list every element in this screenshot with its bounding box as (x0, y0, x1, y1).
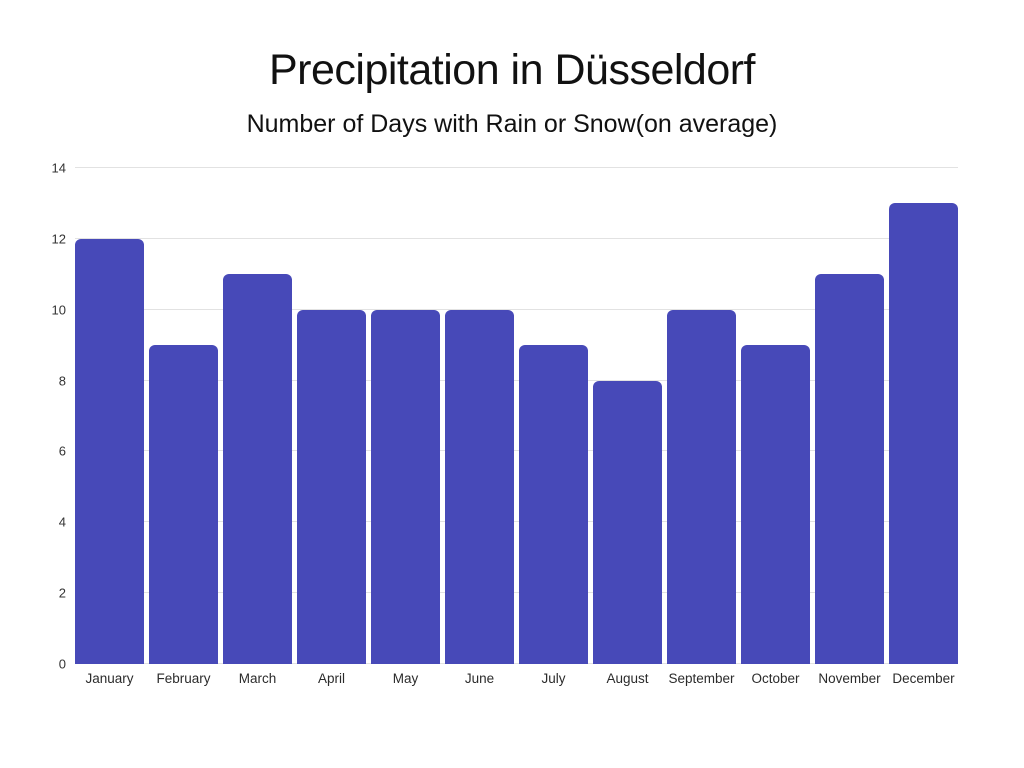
y-tick-label-2: 2 (58, 585, 66, 601)
gridline-4 (75, 521, 958, 523)
y-tick-label-12: 12 (51, 231, 66, 247)
chart-title: Precipitation in Düsseldorf (268, 46, 756, 94)
x-label-october: October (751, 671, 800, 686)
gridline-2 (75, 592, 958, 594)
y-axis: 0 2 4 6 8 10 12 14 (30, 162, 66, 671)
x-label-july: July (541, 671, 566, 686)
bar-series (75, 168, 958, 664)
y-tick-label-14: 14 (51, 160, 66, 176)
bar-march (223, 274, 292, 664)
y-tick-label-10: 10 (51, 302, 66, 318)
bar-january (75, 238, 144, 664)
x-label-january: January (85, 671, 134, 686)
x-label-may: May (392, 671, 419, 686)
x-label-june: June (464, 671, 495, 686)
bar-november (815, 274, 884, 664)
x-label-march: March (238, 671, 277, 686)
plot-area (75, 167, 958, 664)
gridline-12 (75, 237, 958, 239)
bar-may (371, 309, 440, 664)
x-label-december: December (892, 671, 955, 686)
gridline-6 (75, 450, 958, 452)
chart-subtitle: Number of Days with Rain or Snow(on aver… (246, 110, 778, 138)
bar-february (149, 345, 218, 664)
x-label-november: November (818, 671, 881, 686)
x-label-september: September (668, 671, 735, 686)
y-tick-label-0: 0 (58, 656, 66, 672)
y-tick-label-4: 4 (58, 514, 66, 530)
y-tick-label-6: 6 (58, 443, 66, 459)
gridline-8 (75, 379, 958, 381)
bar-june (445, 309, 514, 664)
gridline-10 (75, 308, 958, 310)
x-label-february: February (156, 671, 211, 686)
gridline-14 (75, 167, 958, 168)
bar-april (297, 309, 366, 664)
x-label-april: April (317, 671, 345, 686)
x-label-august: August (606, 671, 649, 686)
bar-august (593, 380, 662, 664)
bar-october (741, 345, 810, 664)
gridline-0 (75, 663, 958, 664)
y-tick-label-8: 8 (58, 373, 66, 389)
bar-july (519, 345, 588, 664)
x-axis: January February March April May June July Augu… (75, 671, 958, 686)
bar-september (667, 309, 736, 664)
bar-december (889, 203, 958, 664)
